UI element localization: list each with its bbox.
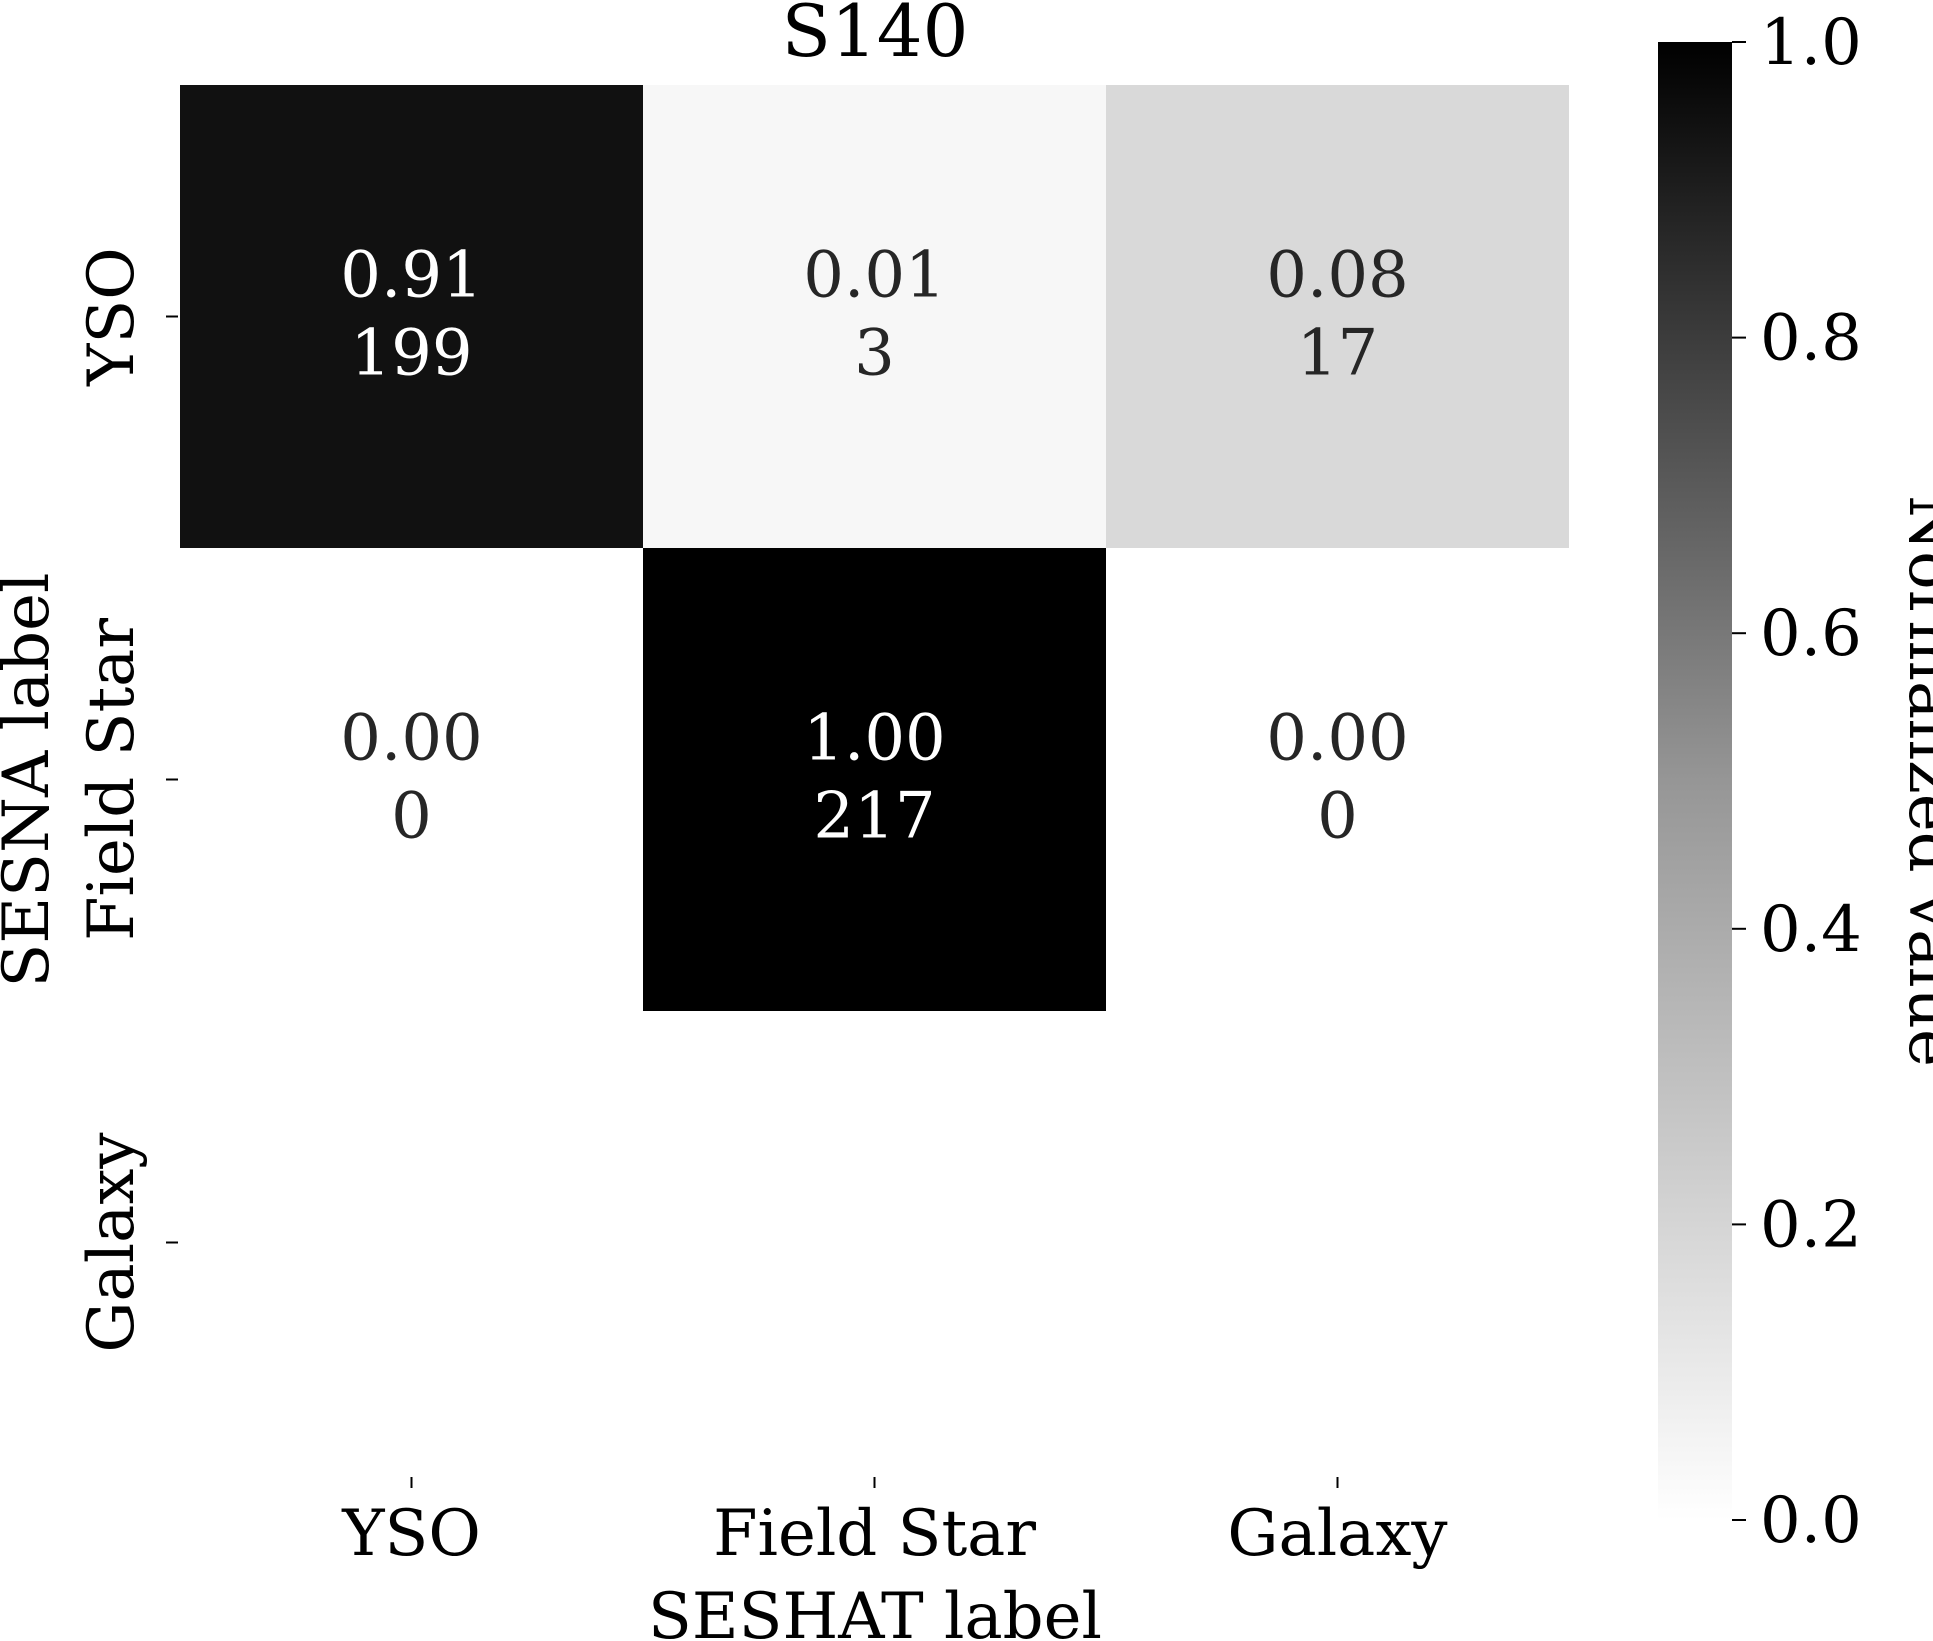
heatmap-cell [180,548,643,1011]
colorbar-tick-label: 0.8 [1760,302,1862,376]
x-tick-label: YSO [341,1497,481,1571]
colorbar-ticks: 0.0 0.2 0.4 0.6 0.8 1.0 [1732,6,1862,1558]
colorbar-tick-label: 0.6 [1760,597,1862,671]
heatmap-cell [1106,548,1569,1011]
x-axis-label: SESHAT label [648,1580,1102,1641]
heatmap-cells [180,85,1569,1011]
cell-normalized-label: 0.00 [340,702,483,776]
x-tick-label: Field Star [713,1497,1036,1571]
colorbar-tick-label: 0.4 [1760,893,1862,967]
y-tick-label: YSO [75,247,149,387]
y-tick-label: Field Star [75,618,149,941]
colorbar-tick-label: 0.2 [1760,1188,1862,1262]
heatmap-cell [180,85,643,548]
colorbar-tick-label: 0.0 [1760,1484,1862,1558]
x-tick-label: Galaxy [1227,1497,1447,1571]
cell-count-label: 199 [350,317,472,391]
cell-count-label: 17 [1297,317,1378,391]
cell-normalized-label: 0.08 [1266,239,1409,313]
y-tick-label: Galaxy [75,1132,149,1352]
cell-normalized-label: 1.00 [803,702,946,776]
cell-normalized-label: 0.00 [1266,702,1409,776]
colorbar-label: Normalized value [1894,495,1933,1067]
cell-normalized-label: 0.01 [803,239,946,313]
cell-count-label: 0 [391,780,432,854]
y-axis-ticks: YSO Field Star Galaxy [75,247,178,1353]
cell-count-label: 0 [1317,780,1358,854]
cell-count-label: 217 [813,780,935,854]
cell-normalized-label: 0.91 [340,239,483,313]
chart-title: S140 [782,0,969,73]
colorbar-tick-label: 1.0 [1760,6,1862,80]
heatmap-cell [1106,85,1569,548]
colorbar [1658,42,1732,1520]
cell-count-label: 3 [854,317,895,391]
heatmap-cell [643,548,1106,1011]
x-axis-ticks: YSO Field Star Galaxy [341,1477,1448,1571]
y-axis-label: SESNA label [0,573,64,988]
heatmap-cell [643,85,1106,548]
